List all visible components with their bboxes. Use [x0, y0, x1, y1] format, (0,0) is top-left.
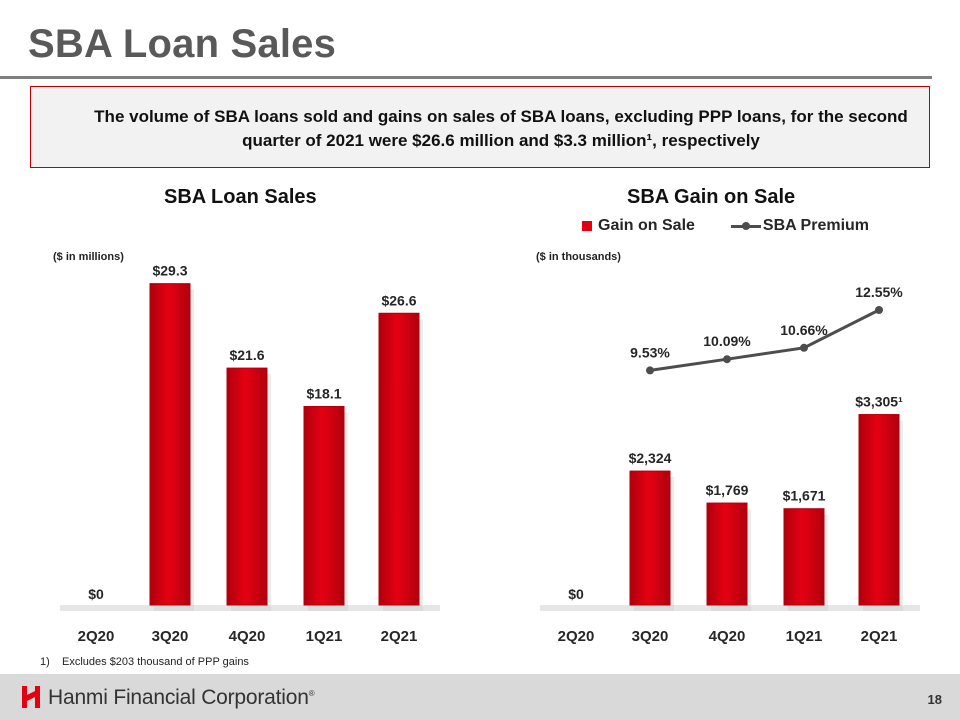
company-name: Hanmi Financial Corporation® — [48, 686, 315, 709]
premium-label-4Q20: 10.09% — [703, 333, 751, 349]
sales-data-label-1Q21: $18.1 — [306, 385, 341, 401]
gain-data-label-3Q20: $2,324 — [629, 450, 672, 466]
sales-data-label-2Q20: $0 — [88, 586, 104, 602]
gain-tick-4Q20: 4Q20 — [709, 628, 746, 645]
summary-callout: The volume of SBA loans sold and gains o… — [30, 86, 930, 168]
sales-tick-1Q21: 1Q21 — [306, 628, 343, 645]
summary-text: The volume of SBA loans sold and gains o… — [94, 107, 908, 150]
legend-label-gain-on-sale: Gain on Sale — [598, 217, 695, 234]
gain-data-label-1Q21: $1,671 — [783, 488, 826, 504]
gain-bar-3Q20 — [629, 470, 671, 606]
footnote-number: 1) — [40, 656, 50, 668]
title-divider — [0, 76, 932, 79]
gain-on-sale-unit-label: ($ in thousands) — [536, 251, 621, 263]
sales-bar-4Q20 — [226, 367, 268, 606]
loan-sales-chart-svg: $0 2Q20 $29.3 3Q20 $21.6 4Q20 $18.1 1Q21 $26.6 2Q… — [60, 263, 440, 645]
gain-tick-2Q20: 2Q20 — [558, 628, 595, 645]
line-marker-icon — [730, 221, 761, 230]
premium-point-3Q20 — [646, 366, 654, 375]
gain-data-label-2Q20: $0 — [568, 586, 584, 602]
gain-on-sale-chart-svg: $0 2Q20 $2,324 3Q20 $1,769 4Q20 $1,671 1Q21 $3,3… — [540, 284, 920, 645]
legend-label-sba-premium: SBA Premium — [762, 217, 870, 234]
sales-bar-3Q20 — [149, 283, 191, 606]
sales-bar-1Q21 — [303, 405, 345, 606]
footer-bar: Hanmi Financial Corporation® 18 — [0, 674, 960, 720]
sales-data-label-2Q21: $26.6 — [381, 292, 416, 308]
hanmi-logo-icon — [22, 686, 40, 708]
gain-on-sale-legend: Gain on Sale SBA Premium — [582, 217, 905, 235]
trademark-mark: ® — [308, 689, 315, 698]
legend-item-gain-on-sale: Gain on Sale — [582, 217, 695, 235]
sales-tick-4Q20: 4Q20 — [229, 628, 266, 645]
legend-item-sba-premium: SBA Premium — [730, 217, 870, 235]
premium-point-1Q21 — [800, 343, 808, 352]
gain-data-label-4Q20: $1,769 — [706, 482, 749, 498]
gain-tick-1Q21: 1Q21 — [786, 628, 823, 645]
loan-sales-chart: $0 2Q20 $29.3 3Q20 $21.6 4Q20 $18.1 1Q21 $26.6 2Q… — [40, 236, 460, 656]
gain-tick-2Q21: 2Q21 — [861, 628, 898, 645]
premium-point-4Q20 — [723, 355, 731, 364]
gain-bar-4Q20 — [706, 502, 748, 606]
loan-sales-unit-label: ($ in millions) — [53, 251, 124, 263]
gain-bar-2Q21 — [858, 414, 900, 606]
premium-label-1Q21: 10.66% — [780, 322, 828, 338]
sales-tick-2Q21: 2Q21 — [381, 628, 418, 645]
footnote-text: Excludes $203 thousand of PPP gains — [62, 656, 249, 668]
gain-on-sale-chart: $0 2Q20 $2,324 3Q20 $1,769 4Q20 $1,671 1Q21 $3,3… — [520, 236, 940, 656]
gain-bar-1Q21 — [783, 508, 825, 606]
premium-point-2Q21 — [875, 306, 883, 314]
page-number: 18 — [927, 692, 942, 707]
sales-data-label-3Q20: $29.3 — [152, 263, 187, 279]
sales-tick-3Q20: 3Q20 — [152, 628, 189, 645]
bar-swatch-icon — [582, 221, 592, 231]
premium-label-3Q20: 9.53% — [630, 344, 670, 360]
gain-data-label-2Q21: $3,305¹ — [855, 394, 903, 410]
sales-bar-2Q21 — [378, 312, 420, 606]
loan-sales-chart-title: SBA Loan Sales — [164, 186, 317, 208]
gain-tick-3Q20: 3Q20 — [632, 628, 669, 645]
premium-line — [649, 308, 880, 372]
premium-label-2Q21: 12.55% — [855, 284, 903, 300]
sales-data-label-4Q20: $21.6 — [229, 347, 264, 363]
slide-title: SBA Loan Sales — [28, 22, 337, 66]
gain-floor — [540, 605, 920, 611]
gain-on-sale-chart-title: SBA Gain on Sale — [627, 186, 796, 208]
sales-tick-2Q20: 2Q20 — [78, 628, 115, 645]
sales-floor — [60, 605, 440, 611]
footnote: 1) Excludes $203 thousand of PPP gains — [40, 656, 249, 668]
